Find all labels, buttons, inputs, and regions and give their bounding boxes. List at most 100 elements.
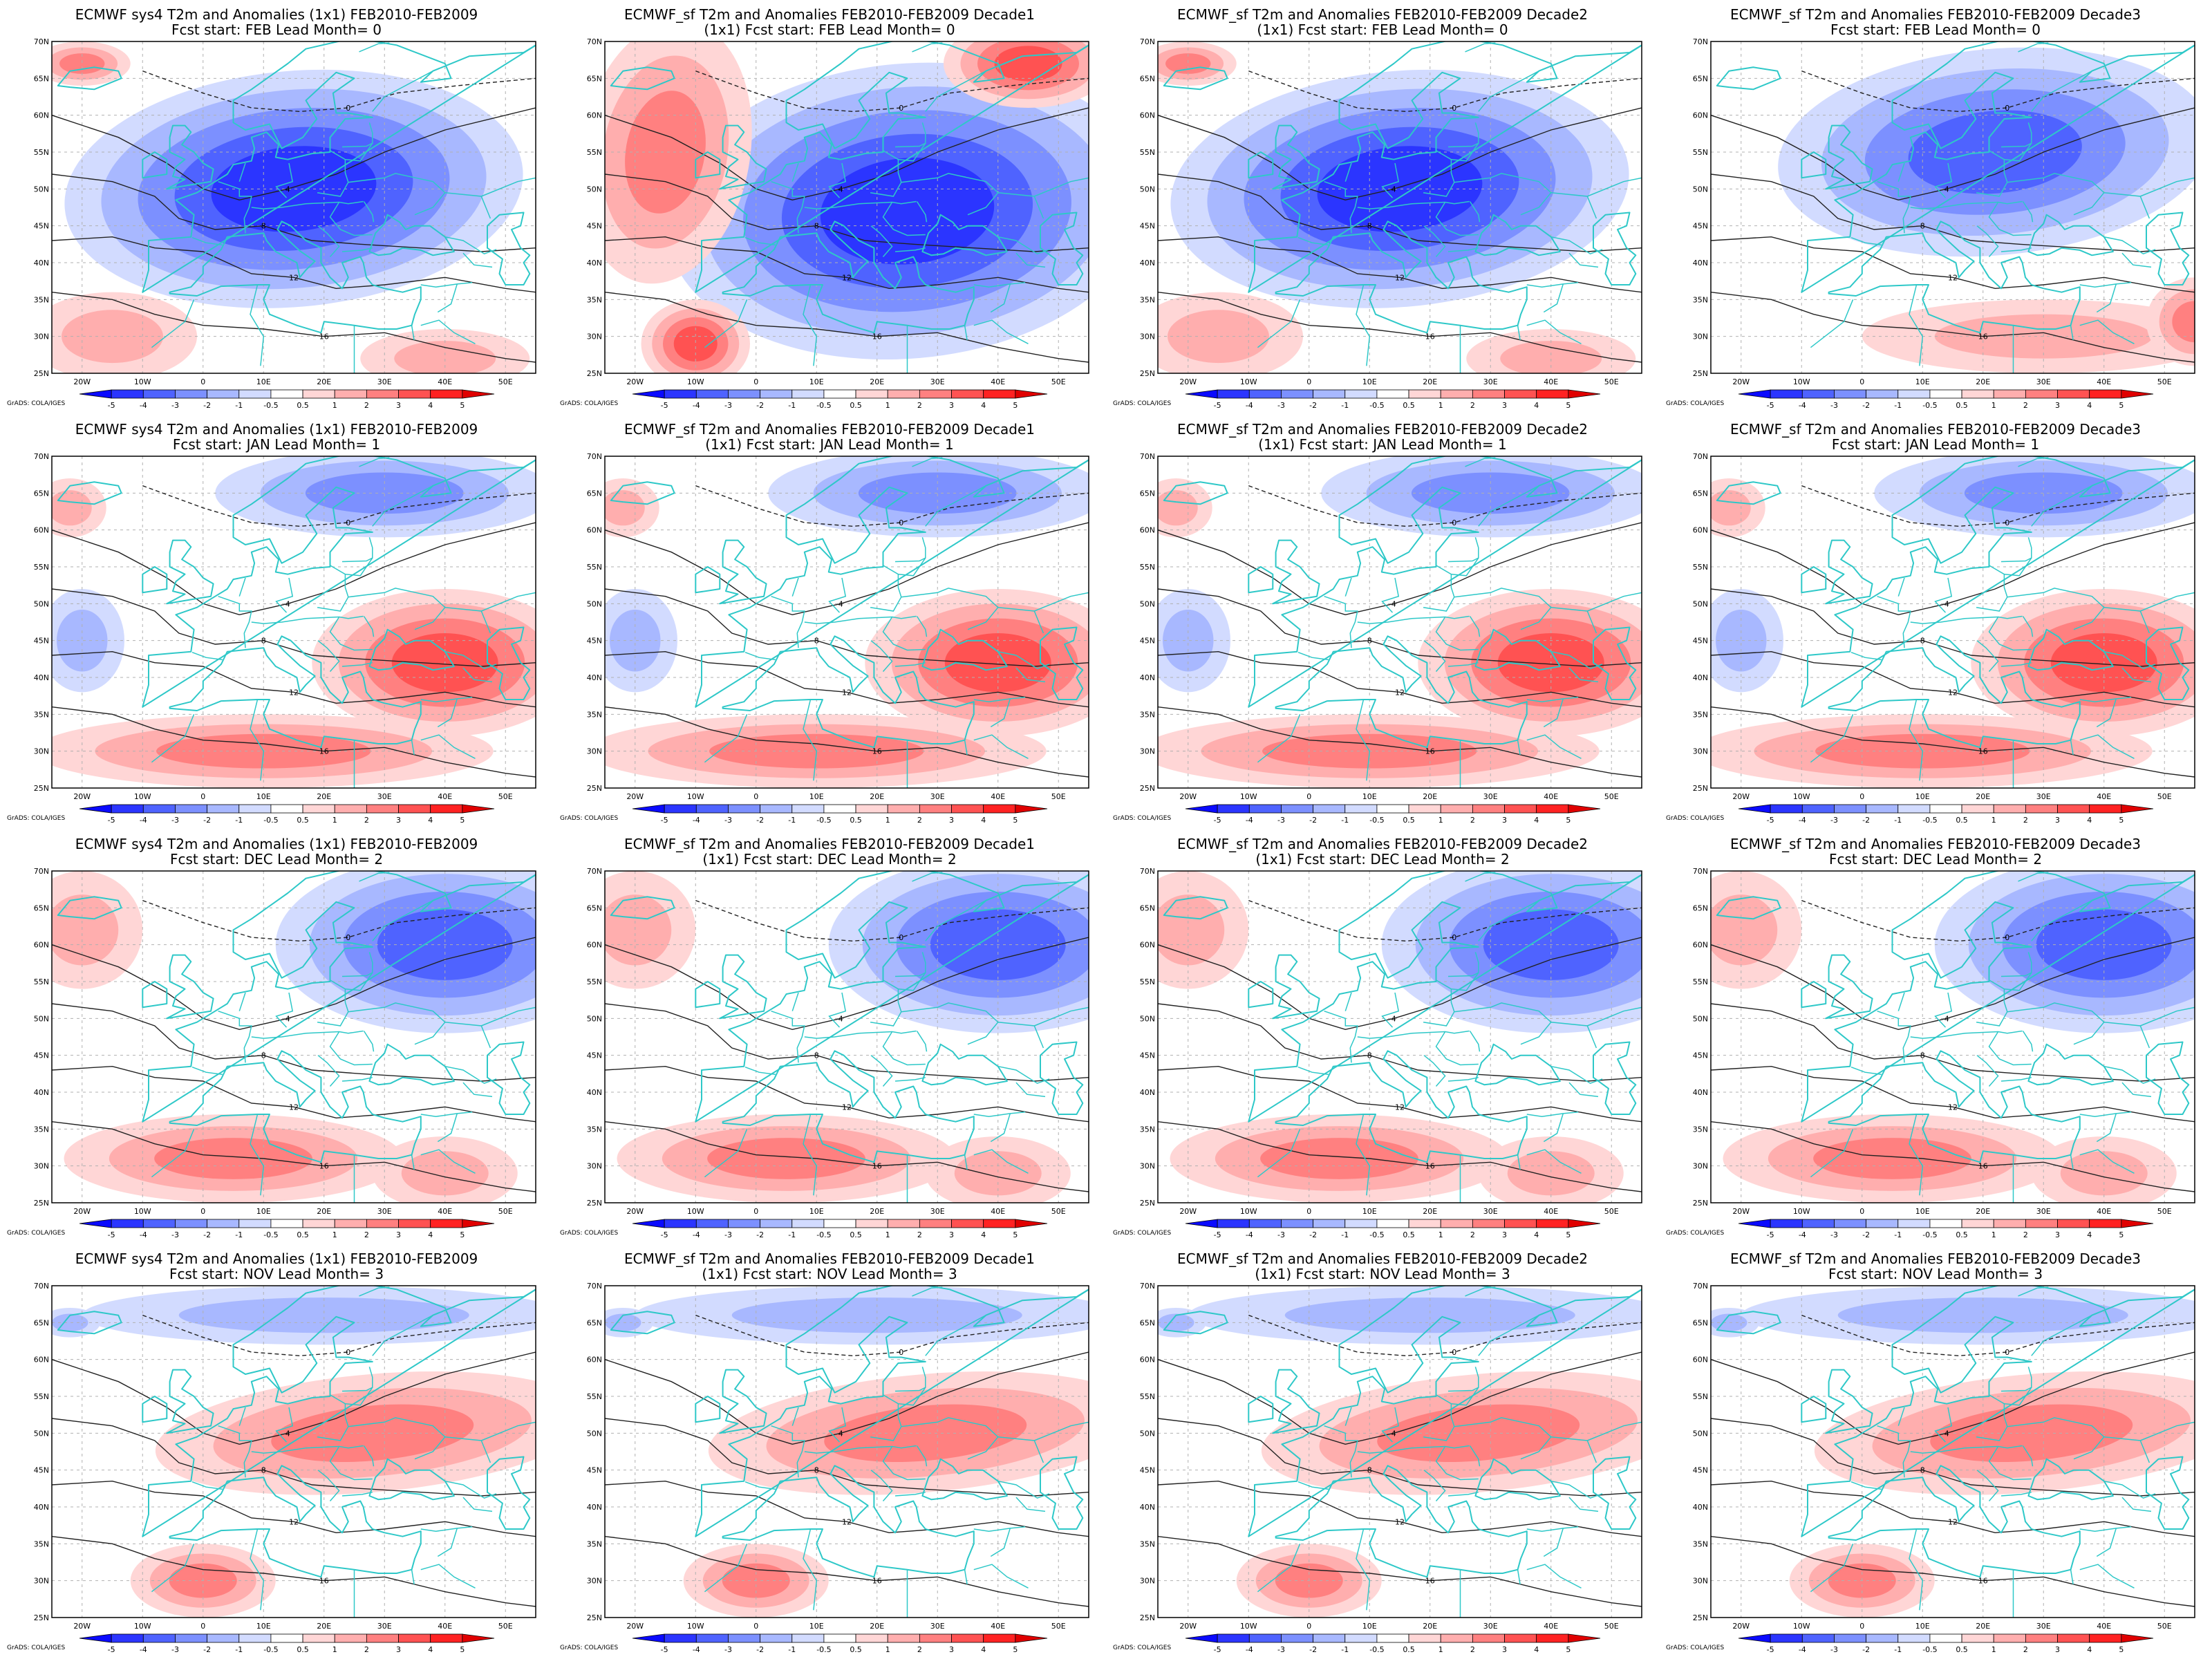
latitude-tick-label: 30N	[34, 1162, 49, 1171]
colorbar-tick-label: 1	[1438, 1645, 1443, 1654]
country-border	[2096, 1113, 2117, 1143]
country-border	[2018, 872, 2049, 882]
coastline	[142, 41, 536, 293]
anomaly-shade	[1165, 53, 1211, 74]
panel-subtitle: Fcst start: NOV Lead Month= 3	[169, 1266, 384, 1282]
latitude-tick-label: 35N	[587, 295, 602, 304]
latitude-tick-label: 55N	[1693, 148, 1708, 157]
colorbar-tick-label: 1	[1438, 401, 1443, 410]
longitude-tick-label: 20W	[1732, 1622, 1750, 1631]
contour-label: 4	[1391, 599, 1396, 608]
longitude-tick-label: 50E	[1051, 792, 1066, 801]
coastline	[57, 481, 122, 505]
contour-label: 4	[285, 1429, 290, 1438]
anomaly-map: 121684070N65N60N55N50N45N40N35N30N25N20W…	[1666, 1282, 2195, 1654]
map-frame	[1710, 1285, 2195, 1618]
country-border	[1297, 651, 1329, 661]
colorbar-swatch	[142, 1219, 176, 1228]
latitude-tick-label: 35N	[1693, 1539, 1708, 1548]
colorbar-swatch	[111, 389, 144, 399]
country-border	[1257, 1544, 1301, 1593]
contour-label: 8	[1920, 1051, 1925, 1060]
coastline	[1716, 481, 1781, 505]
country-border	[964, 1154, 968, 1170]
contour-label: 4	[1391, 185, 1396, 194]
longitude-tick-label: 10W	[1240, 1207, 1257, 1216]
colorbar-tick-label: -0.5	[263, 1230, 278, 1239]
longitude-tick-label: 20E	[1976, 377, 1990, 386]
longitude-tick-label: 50E	[2157, 792, 2172, 801]
country-border	[1526, 319, 1582, 344]
colorbar-swatch	[1961, 1219, 1994, 1228]
panel-subtitle: (1x1) Fcst start: JAN Lead Month= 1	[705, 436, 954, 453]
colorbar-tick-label: -4	[140, 1230, 147, 1239]
country-border	[1478, 485, 1539, 527]
contour-label: 12	[842, 688, 852, 697]
colorbar-tick-label: -5	[1767, 1230, 1774, 1239]
colorbar-swatch	[823, 1219, 856, 1228]
longitude-tick-label: 10W	[134, 1207, 151, 1216]
contour-label: 4	[838, 599, 843, 608]
colorbar-swatch	[1993, 1633, 2026, 1643]
longitude-tick-label: 50E	[498, 1207, 513, 1216]
temperature-contour	[1711, 588, 2195, 667]
country-border	[437, 698, 458, 728]
colorbar-swatch	[887, 1219, 920, 1228]
anomaly-shade	[1284, 1297, 1575, 1333]
panel-subtitle: (1x1) Fcst start: DEC Lead Month= 2	[702, 851, 957, 868]
country-border	[1297, 1481, 1329, 1490]
colorbar-tick-label: 3	[1502, 401, 1507, 410]
country-border	[411, 740, 415, 756]
panel-title: ECMWF_sf T2m and Anomalies FEB2010-FEB20…	[1177, 836, 1588, 852]
country-border	[218, 595, 252, 648]
contour-label: 0	[1452, 518, 1456, 527]
latitude-tick-label: 40N	[34, 673, 49, 682]
country-border	[894, 662, 926, 667]
country-border	[1447, 537, 1479, 563]
country-border	[2103, 1480, 2156, 1499]
latitude-tick-label: 55N	[1140, 1392, 1155, 1401]
country-border	[973, 734, 1029, 759]
coastline	[695, 456, 1089, 708]
coastline	[1825, 124, 1873, 190]
latitude-tick-label: 50N	[1140, 1429, 1155, 1438]
colorbar-swatch	[1440, 1633, 1473, 1643]
colorbar-swatch	[1376, 389, 1409, 399]
country-border	[1478, 900, 1539, 941]
country-border	[1356, 1114, 1371, 1196]
anomaly-shade	[2172, 301, 2195, 343]
longitude-tick-label: 20E	[1423, 1622, 1437, 1631]
temperature-contour	[1711, 236, 2195, 293]
colorbar-tick-label: 2	[917, 816, 922, 825]
temperature-contour	[52, 1065, 536, 1123]
contour-label: 8	[1367, 637, 1372, 646]
country-border	[894, 1076, 926, 1082]
country-border	[1357, 1445, 1470, 1454]
country-border	[1850, 651, 1882, 661]
country-border	[420, 1526, 473, 1532]
colorbar-swatch	[334, 804, 367, 814]
colorbar-swatch	[1504, 804, 1537, 814]
country-border	[481, 592, 536, 612]
colorbar-tick-label: -0.5	[1369, 816, 1384, 825]
colorbar-tick-label: 2	[1470, 1230, 1475, 1239]
country-border	[238, 992, 246, 1011]
map-area: 12 16 8 4 0	[52, 456, 536, 788]
temperature-contour	[1158, 588, 1642, 667]
anomaly-shade	[1168, 310, 1269, 364]
colorbar-tick-label: 5	[460, 816, 465, 825]
colorbar-swatch	[238, 804, 272, 814]
coastline	[2027, 628, 2114, 671]
country-border	[191, 1481, 223, 1490]
temperature-contour	[1158, 1418, 1642, 1497]
country-border	[329, 1446, 373, 1481]
country-border	[1447, 1367, 1479, 1392]
colorbar-swatch	[1770, 1219, 1803, 1228]
country-border	[1034, 1006, 1089, 1027]
country-border	[251, 200, 364, 209]
colorbar-swatch	[2089, 804, 2122, 814]
latitude-tick-label: 45N	[1693, 1051, 1708, 1060]
latitude-tick-label: 40N	[587, 1503, 602, 1512]
colorbar-tick-label: -1	[235, 1230, 243, 1239]
coastline	[1593, 626, 1637, 700]
